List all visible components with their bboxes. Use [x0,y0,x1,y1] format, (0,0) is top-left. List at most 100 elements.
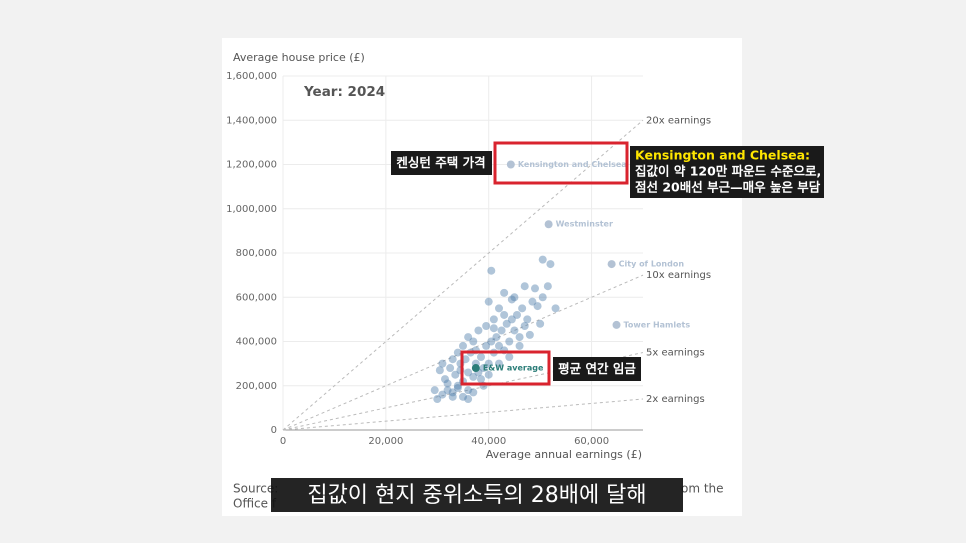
point [505,337,514,346]
reference-line [282,398,644,431]
point [515,341,524,350]
x-tick-label: 0 [280,436,286,447]
point [474,326,483,335]
annotation: 집값이 약 120만 파운드 수준으로, [635,164,821,179]
highlight-point [607,260,616,269]
reference-label: 10x earnings [646,270,711,281]
point [469,337,478,346]
point [464,386,473,395]
highlight-label: Westminster [556,220,613,229]
point [477,352,485,361]
point [513,310,521,319]
point [489,324,498,333]
point [459,341,467,350]
point [520,322,529,331]
point [443,379,452,388]
point [551,304,560,313]
y-tick-label: 1,600,000 [226,71,277,82]
highlight-point [506,160,515,169]
point [528,297,537,306]
x-tick-label: 40,000 [471,436,506,447]
highlight-point [544,220,553,229]
point [546,260,555,269]
point [525,330,534,339]
highlight-point [471,364,480,373]
point [459,392,467,401]
y-tick-label: 400,000 [236,337,277,348]
highlight-label: E&W average [483,364,544,373]
point [482,341,491,350]
point [510,293,519,302]
point [464,395,473,404]
point [435,366,444,375]
point [479,364,488,373]
highlight-box [460,350,551,386]
source: om the [681,482,724,496]
point [520,282,529,291]
point [438,390,447,399]
point [505,352,514,361]
point [443,386,452,395]
reference-label: 5x earnings [646,348,705,359]
point [469,388,478,397]
point [461,355,470,364]
point [523,315,532,324]
annotation-box [553,357,641,381]
point [495,359,503,368]
point [487,266,496,275]
point [484,370,493,379]
source: Office f [233,497,277,511]
point [477,375,485,384]
point [448,392,457,401]
highlight-label: Kensington and Chelsea [518,160,627,169]
point [446,364,455,373]
point [515,333,524,342]
y-tick-label: 1,200,000 [226,160,277,171]
annotation: 켄싱턴 주택 가격 [396,155,485,170]
point [441,375,449,384]
point [484,297,493,306]
plot: 0 200,000 400,000 600,000 800,000 1,000,000 1,… [226,71,711,447]
annotation-box [391,151,492,175]
point [489,315,498,324]
point [507,315,516,324]
point [536,319,545,328]
point [543,282,552,291]
y-tick-label: 600,000 [236,292,277,303]
point [500,310,509,319]
point [453,383,462,392]
y-tick-label: 1,000,000 [226,204,277,215]
y-tick-label: 200,000 [236,381,277,392]
point [492,333,501,342]
annotation: Kensington and Chelsea: [635,148,810,163]
point [469,372,478,381]
point [453,348,462,357]
point [497,326,506,335]
point [538,293,547,302]
x-axis-label: Average annual earnings (£) [486,448,642,461]
point [451,370,460,379]
point [438,359,447,368]
y-tick-label: 800,000 [236,248,277,259]
point [507,295,516,304]
chart-panel [222,38,742,516]
point [502,319,511,328]
point [448,388,457,397]
x-tick-label: 60,000 [574,436,609,447]
point [495,341,503,350]
point [453,381,462,390]
point [448,355,457,364]
highlight-point [612,320,621,329]
point [433,395,442,404]
highlight-box [493,141,629,185]
reference-line [282,119,644,431]
y-tick-label: 0 [271,425,277,436]
point [430,386,439,395]
point [533,302,542,311]
annotation-box [630,146,824,198]
reference-label: 20x earnings [646,115,711,126]
annotation: 점선 20배선 부근—매우 높은 부담 [635,180,821,195]
point [484,359,493,368]
point [510,326,519,335]
